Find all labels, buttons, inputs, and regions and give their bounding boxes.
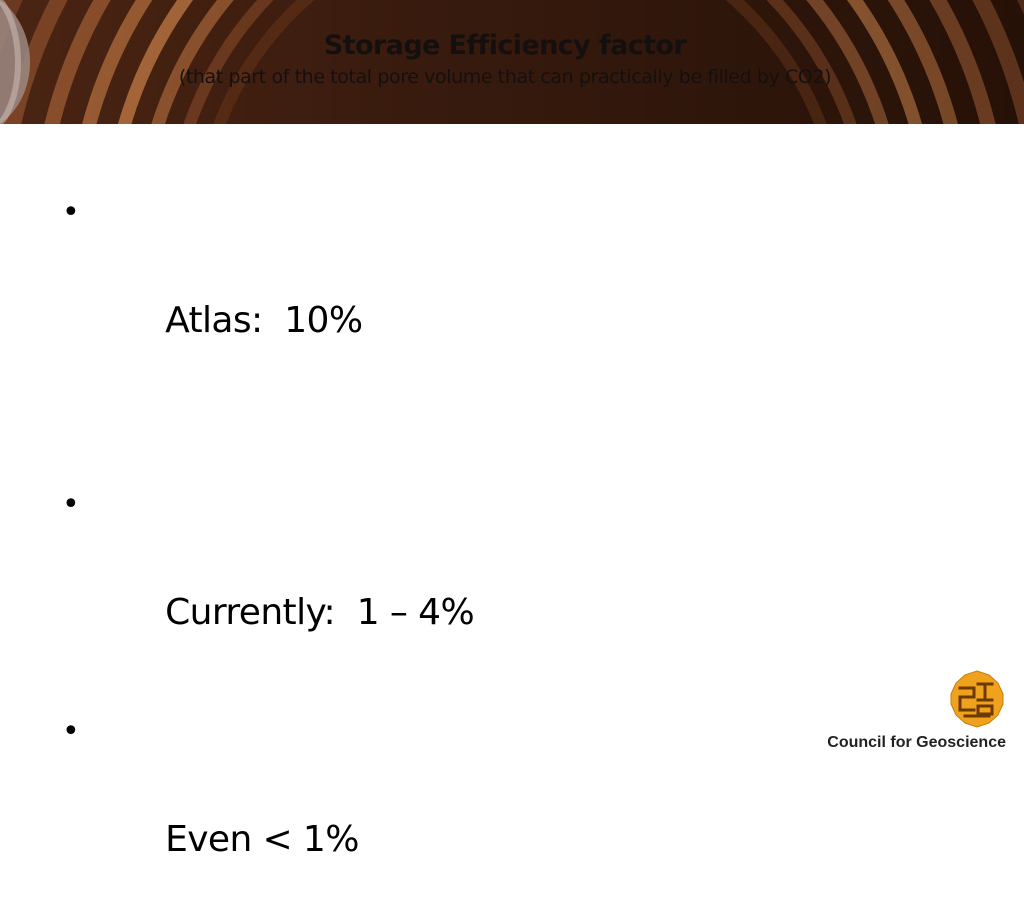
bullet-list: • Atlas: 10% • Currently: 1 – 4% • Even …: [58, 186, 475, 921]
bullet-icon: •: [62, 714, 80, 749]
bullet-icon: •: [62, 195, 80, 230]
organization-name: Council for Geoscience: [827, 734, 1006, 751]
slide-title: Storage Efficiency factor: [323, 30, 687, 61]
bullet-item-currently: • Currently: 1 – 4%: [58, 478, 475, 694]
slide-header: Storage Efficiency factor (that part of …: [0, 0, 1024, 124]
bullet-text: Currently: 1 – 4%: [165, 592, 475, 633]
council-for-geoscience-logo-icon: [950, 670, 1004, 728]
bullet-text: Even < 1%: [165, 819, 359, 860]
slide: Storage Efficiency factor (that part of …: [0, 0, 1024, 860]
bullet-item-atlas: • Atlas: 10%: [58, 186, 474, 402]
bullet-text: Atlas: 10%: [165, 300, 363, 341]
slide-subtitle: (that part of the total pore volume that…: [178, 66, 832, 88]
title-block: Storage Efficiency factor (that part of …: [0, 28, 1010, 90]
bullet-icon: •: [62, 487, 80, 522]
header-wood-arcs-decoration: [0, 0, 1024, 124]
bullet-item-even: • Even < 1%: [58, 705, 474, 921]
